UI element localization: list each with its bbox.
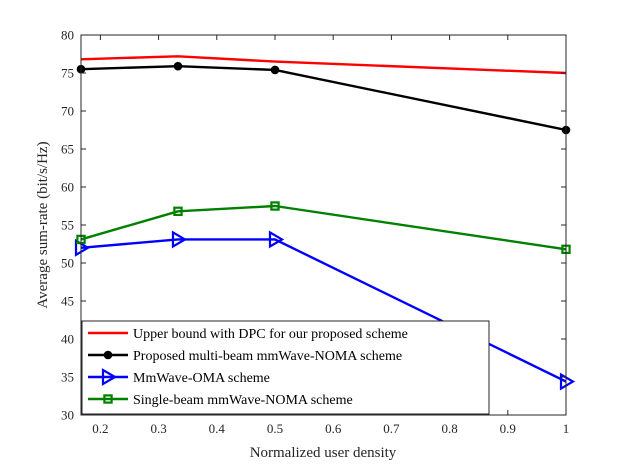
ticks-layer: 0.2 0.3 0.4 0.5 0.6 0.7 0.8 0.9 1 30 35 40 45 50 55 60 6… [61,28,569,437]
data-point-2-3 [559,372,576,391]
y-tick-label: 70 [61,104,74,119]
y-tick-label: 50 [61,256,74,271]
series-0 [80,55,567,75]
legend-label-3: Single-beam mmWave-NOMA scheme [133,393,353,408]
legend-label-1: Proposed multi-beam mmWave-NOMA scheme [133,349,402,364]
data-point-3-2 [270,201,280,211]
legend-item-2: MmWave-OMA scheme [88,368,270,386]
data-point-2-2 [268,230,285,249]
legend-item-1: Proposed multi-beam mmWave-NOMA scheme [88,349,402,364]
legend-label-2: MmWave-OMA scheme [133,371,270,386]
y-tick-label: 80 [61,28,74,43]
y-tick-label: 35 [61,370,74,385]
y-tick-label: 30 [61,408,74,423]
legend-label-0: Upper bound with DPC for our proposed sc… [133,327,408,342]
x-tick-label: 0.3 [150,421,166,436]
y-tick-label: 40 [61,332,74,347]
legend-marker-1 [103,350,113,360]
series-layer [74,55,576,391]
series-line-3 [80,204,567,251]
x-tick-label: 0.6 [325,421,342,436]
data-point-2-1 [171,230,188,249]
x-tick-label: 1 [563,421,570,436]
y-tick-label: 60 [61,180,74,195]
legend-item-3: Single-beam mmWave-NOMA scheme [88,393,353,408]
data-point-3-1 [173,206,183,217]
series-2 [74,230,576,391]
x-tick-label: 0.2 [92,421,108,436]
y-tick-label: 45 [61,294,74,309]
y-tick-label: 75 [61,66,74,81]
x-tick-label: 0.8 [441,421,457,436]
x-tick-label: 0.9 [500,421,516,436]
legend-box [81,320,490,415]
data-point-1-2 [270,65,280,75]
series-line-1 [80,64,567,132]
data-point-1-1 [173,61,183,71]
x-tick-label: 0.7 [383,421,400,436]
legend-item-0: Upper bound with DPC for our proposed sc… [88,327,408,342]
y-tick-label: 65 [61,142,74,157]
data-point-2-0 [74,238,91,257]
series-3 [76,201,571,255]
x-tick-label: 0.4 [209,421,226,436]
series-line-0 [80,55,567,75]
x-tick-label: 0.5 [267,421,283,436]
y-axis-label: Average sum-rate (bit/s/Hz) [35,141,51,308]
legend: Upper bound with DPC for our proposed sc… [81,320,490,415]
series-1 [76,61,571,135]
x-axis-label: Normalized user density [250,445,397,461]
legend-marker-3 [103,394,113,404]
legend-marker-2 [101,368,118,386]
y-tick-label: 55 [61,218,74,233]
series-line-2 [80,238,567,383]
